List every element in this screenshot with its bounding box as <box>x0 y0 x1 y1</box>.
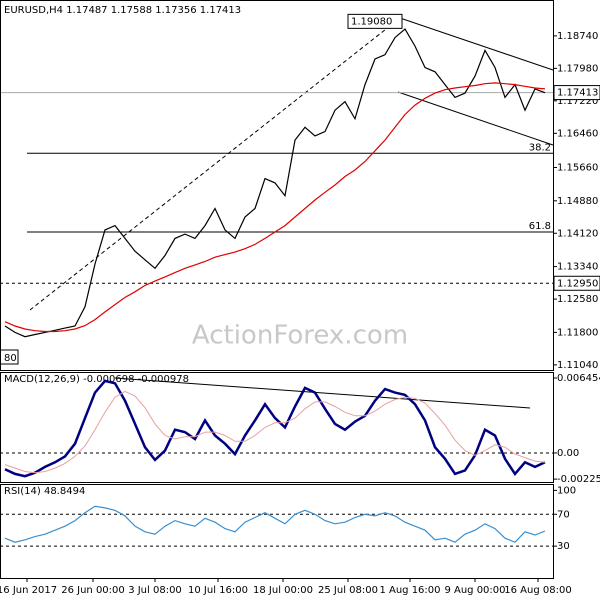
macd-title: MACD(12,26,9) -0.000698 -0.000978 <box>4 374 189 385</box>
y-tick-label: 1.17220 <box>557 96 598 107</box>
y-tick-label: 0.00 <box>557 448 579 459</box>
y-tick-label: 1.11040 <box>557 360 598 371</box>
frame <box>0 0 554 371</box>
y-tick-label: 1.17980 <box>557 63 598 74</box>
x-tick-label: 26 Jun 00:00 <box>61 585 125 596</box>
x-tick-label: 16 Jun 2017 <box>0 585 57 596</box>
y-tick-label: 1.14880 <box>557 196 598 207</box>
y-tick-label: 1.14120 <box>557 228 598 239</box>
channel-line <box>399 17 554 71</box>
series-line <box>4 28 546 338</box>
y-tick-label: 30 <box>557 541 570 552</box>
x-tick-label: 18 Jul 00:00 <box>253 585 313 596</box>
x-tick-label: 10 Jul 16:00 <box>188 585 248 596</box>
price-label: 1.17413 <box>557 88 598 99</box>
price-label: 1.12950 <box>557 278 598 289</box>
x-tick-label: 9 Aug 00:00 <box>444 585 505 596</box>
peak-label-box <box>347 13 403 29</box>
y-tick-label: 1.11800 <box>557 327 598 338</box>
edge-label: 80 <box>4 353 17 364</box>
x-tick-label: 3 Jul 08:00 <box>128 585 182 596</box>
y-tick-label: -0.002252 <box>557 474 600 485</box>
macd-trend-line <box>114 377 531 409</box>
series-line <box>4 390 546 474</box>
y-tick-label: 1.16460 <box>557 128 598 139</box>
price-label-box <box>553 275 600 291</box>
x-tick-label: 1 Aug 16:00 <box>379 585 440 596</box>
peak-label: 1.19080 <box>351 16 392 27</box>
y-tick-label: 1.12580 <box>557 294 598 305</box>
y-tick-label: 1.18740 <box>557 31 598 42</box>
series-line <box>4 505 546 543</box>
y-tick-label: 1.13340 <box>557 262 598 273</box>
x-tick-label: 16 Aug 08:00 <box>504 585 571 596</box>
edge-label-box <box>0 349 19 365</box>
watermark: ActionForex.com <box>192 321 408 351</box>
y-tick-label: 100 <box>557 485 576 496</box>
y-tick-label: 0.006454 <box>557 373 600 384</box>
plot-bg <box>0 0 553 578</box>
series-line <box>4 379 546 478</box>
x-tick-label: 25 Jul 08:00 <box>318 585 378 596</box>
frame <box>0 484 554 579</box>
frame <box>0 372 554 483</box>
trend-line <box>29 17 401 311</box>
rsi-title: RSI(14) 48.8494 <box>4 486 85 497</box>
y-tick-label: 70 <box>557 509 570 520</box>
level-label: 38.2 <box>529 142 551 153</box>
series-line <box>4 82 546 333</box>
chart-title: EURUSD,H4 1.17487 1.17588 1.17356 1.1741… <box>4 5 241 16</box>
y-tick-label: 1.15660 <box>557 162 598 173</box>
price-label-box <box>553 85 600 101</box>
level-label: 61.8 <box>529 221 551 232</box>
channel-line <box>397 91 554 146</box>
